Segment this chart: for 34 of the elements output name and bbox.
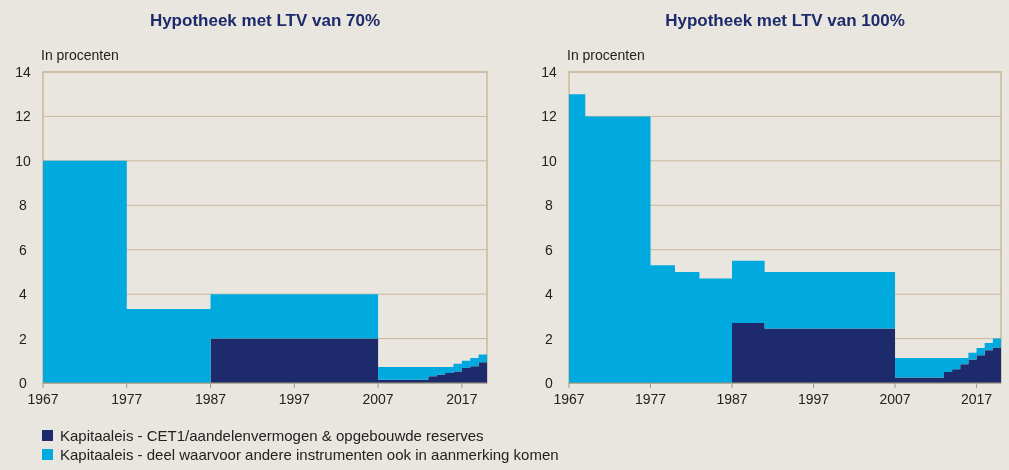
- y-tick-label: 14: [15, 64, 31, 80]
- chart-title: Hypotheek met LTV van 100%: [665, 11, 905, 30]
- x-tick-label: 2017: [960, 391, 993, 407]
- x-tick-label: 2017: [446, 391, 478, 407]
- x-tick-label: 1977: [634, 391, 667, 407]
- x-tick-label: 1987: [194, 391, 227, 407]
- y-tick-label: 4: [545, 286, 554, 303]
- chart-title: Hypotheek met LTV van 70%: [149, 11, 381, 30]
- y-axis-title: In procenten: [567, 47, 645, 63]
- y-axis-title: In procenten: [41, 47, 119, 63]
- x-tick-label: 2007: [879, 391, 911, 407]
- x-tick-label: 2007: [362, 391, 394, 407]
- y-tick-label: 8: [19, 197, 28, 214]
- y-tick-label: 12: [541, 108, 557, 125]
- legend-label: Kapitaaleis - deel waarvoor andere instrumenten ook in aanmerking komen: [60, 446, 559, 463]
- y-tick-label: 2: [545, 330, 554, 347]
- y-tick-label: 8: [545, 197, 554, 214]
- x-tick-label: 1977: [111, 391, 143, 407]
- y-tick-label: 12: [15, 108, 31, 125]
- y-tick-label: 0: [545, 375, 554, 391]
- y-tick-label: 6: [19, 241, 28, 258]
- y-tick-label: 0: [19, 375, 28, 391]
- y-tick-label: 4: [19, 286, 28, 303]
- x-tick-label: 1967: [27, 391, 59, 407]
- x-tick-label: 1997: [797, 391, 830, 407]
- y-tick-label: 10: [15, 152, 31, 169]
- x-tick-label: 1967: [553, 391, 585, 407]
- x-tick-label: 1987: [716, 391, 748, 407]
- legend-label: Kapitaaleis - CET1/aandelenvermogen & opgebouwde reserves: [60, 427, 484, 444]
- y-tick-label: 2: [19, 330, 28, 347]
- y-tick-label: 10: [541, 152, 557, 169]
- y-tick-label: 14: [541, 64, 557, 80]
- x-tick-label: 1997: [278, 391, 311, 407]
- y-tick-label: 6: [545, 241, 554, 258]
